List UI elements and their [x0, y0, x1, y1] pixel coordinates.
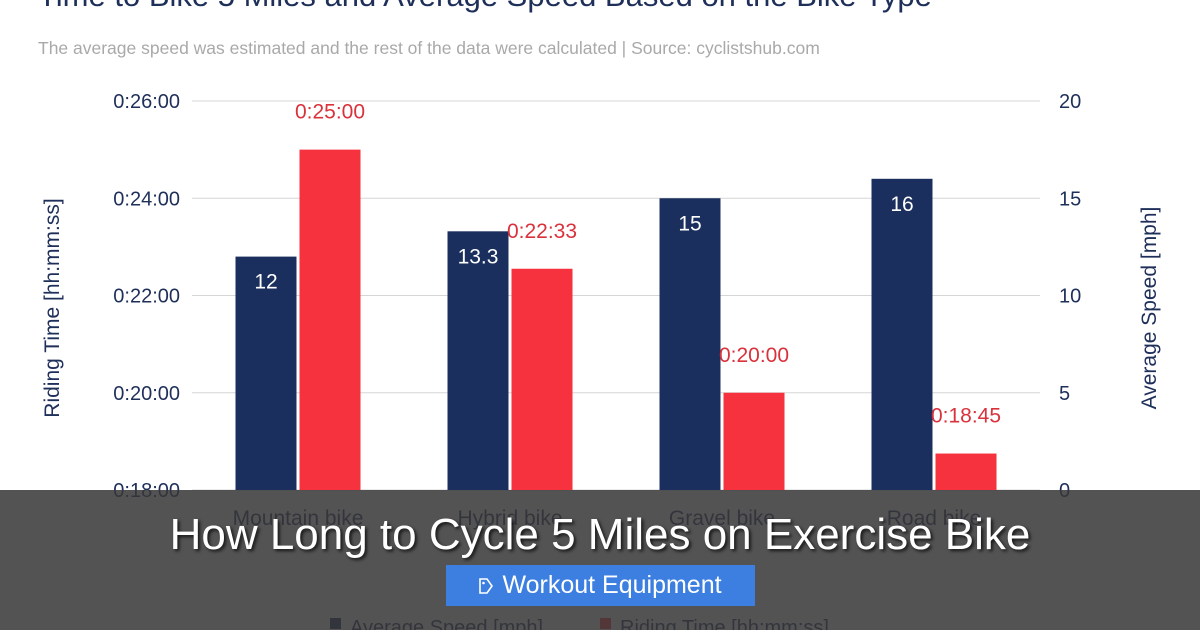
- y-left-axis-label: Riding Time [hh:mm:ss]: [41, 198, 64, 417]
- chart-title: Time to Bike 5 Miles and Average Speed B…: [38, 0, 932, 14]
- y-left-tick-label: 0:24:00: [113, 188, 180, 210]
- y-right-tick-label: 10: [1059, 286, 1081, 308]
- bar-average-speed: [235, 256, 297, 490]
- bar-riding-time: [935, 453, 997, 490]
- y-right-tick-label: 20: [1059, 91, 1081, 113]
- bar-riding-time: [299, 149, 361, 490]
- data-label-average-speed: 13.3: [458, 245, 499, 268]
- bar-average-speed: [447, 231, 509, 490]
- y-right-axis-label: Average Speed [mph]: [1138, 207, 1161, 410]
- y-right-tick-label: 5: [1059, 383, 1070, 405]
- bar-riding-time: [511, 268, 573, 490]
- chart-subtitle: The average speed was estimated and the …: [38, 38, 820, 58]
- data-label-average-speed: 16: [890, 193, 913, 216]
- data-label-riding-time: 0:20:00: [719, 344, 789, 367]
- data-label-riding-time: 0:18:45: [931, 405, 1001, 428]
- data-label-average-speed: 15: [678, 212, 701, 235]
- y-left-tick-label: 0:26:00: [113, 91, 180, 113]
- bar-average-speed: [871, 178, 933, 491]
- y-left-tick-label: 0:22:00: [113, 286, 180, 308]
- data-label-riding-time: 0:25:00: [295, 101, 365, 124]
- bar-average-speed: [659, 198, 721, 490]
- post-overlay: How Long to Cycle 5 Miles on Exercise Bi…: [0, 490, 1200, 630]
- data-label-average-speed: 12: [254, 271, 277, 294]
- bar-riding-time: [723, 392, 785, 490]
- post-title[interactable]: How Long to Cycle 5 Miles on Exercise Bi…: [169, 510, 1031, 559]
- data-label-riding-time: 0:22:33: [507, 220, 577, 243]
- category-badge[interactable]: Workout Equipment: [446, 565, 755, 606]
- y-left-tick-label: 0:20:00: [113, 383, 180, 405]
- tag-icon: [479, 577, 494, 594]
- y-right-tick-label: 15: [1059, 188, 1081, 210]
- category-label: Workout Equipment: [502, 571, 722, 599]
